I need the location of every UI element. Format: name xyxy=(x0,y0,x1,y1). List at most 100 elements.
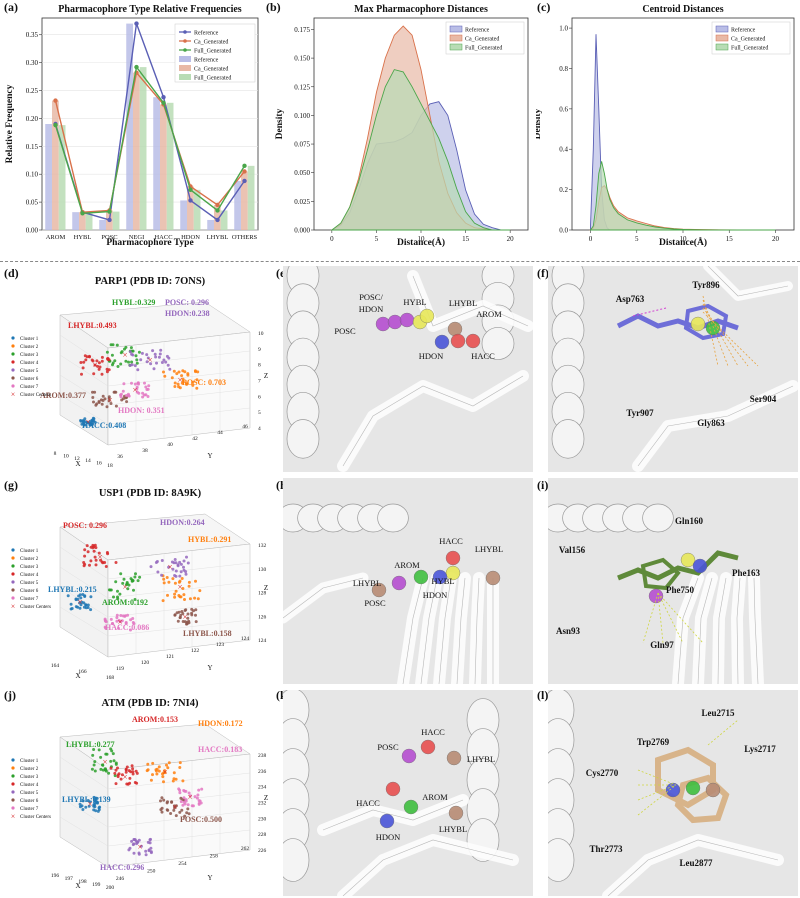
x-tick-label: 5 xyxy=(375,235,379,243)
x-tick-label: 10 xyxy=(63,453,69,459)
residue-label: Tyr907 xyxy=(626,408,654,418)
data-point xyxy=(123,347,126,351)
residue-label: Val156 xyxy=(559,545,586,555)
cluster-center: × xyxy=(107,395,112,405)
data-point xyxy=(171,779,175,783)
y-tick-label: 40 xyxy=(167,442,173,448)
data-point xyxy=(157,765,161,769)
pharmacophore-sphere xyxy=(447,321,463,337)
data-point xyxy=(186,616,190,620)
data-point xyxy=(93,805,97,809)
data-point xyxy=(152,367,156,371)
z-tick-label: 124 xyxy=(258,638,267,644)
pharmacophore-sphere xyxy=(385,781,401,797)
data-point xyxy=(99,767,103,771)
residue-label: Phe163 xyxy=(732,568,760,578)
pharmacophore-sphere xyxy=(403,799,419,815)
data-point xyxy=(109,617,113,621)
data-point xyxy=(180,808,184,812)
cluster-annotation: POSC: 0.296 xyxy=(165,298,209,307)
data-point xyxy=(109,747,113,751)
data-point xyxy=(79,419,83,423)
cluster-annotation: POSC:0.500 xyxy=(180,815,222,824)
interaction xyxy=(702,311,759,367)
ribbon-edge xyxy=(420,577,438,684)
data-point xyxy=(114,404,118,408)
data-point xyxy=(159,808,163,812)
data-point xyxy=(173,592,177,596)
ribbon-edge xyxy=(283,577,364,619)
pharmacophore-sphere xyxy=(692,558,708,574)
data-point xyxy=(160,810,164,814)
data-point xyxy=(104,769,108,773)
data-point xyxy=(94,403,98,407)
cluster-annotation: LHYBL:0.493 xyxy=(68,321,117,330)
data-point xyxy=(178,788,182,792)
scatter3d-parp1: PARP1 (PDB ID: 7ONS) 8 10 12 14 16 18 36 38 40 42 4… xyxy=(11,276,268,469)
chart-title: Max Pharmacophore Distances xyxy=(354,4,488,15)
pharmacophore-label: POSC xyxy=(377,742,399,752)
structure-render-i: Gln160 Val156 Phe163 Phe750 Asn93 Gln97 xyxy=(548,478,798,684)
data-point xyxy=(116,589,119,593)
axes-box xyxy=(59,513,251,658)
data-point xyxy=(127,360,130,364)
legend-marker: × xyxy=(11,812,16,821)
legend-label: Cluster 4 xyxy=(20,573,39,578)
data-point xyxy=(116,365,120,368)
data-point xyxy=(99,755,103,759)
legend-marker xyxy=(11,588,15,592)
z-tick-label: 128 xyxy=(258,591,267,597)
data-point xyxy=(174,589,178,593)
data-point xyxy=(131,617,135,620)
data-point xyxy=(83,548,87,552)
data-point xyxy=(175,372,179,376)
x-axis-label: Distance(Å) xyxy=(659,236,707,248)
data-point xyxy=(124,359,128,363)
y-axis-label: Y xyxy=(207,874,212,882)
interaction xyxy=(657,592,684,644)
gridline xyxy=(59,816,109,847)
data-point xyxy=(66,594,70,598)
bar xyxy=(112,211,120,230)
gridline xyxy=(59,776,109,809)
data-point xyxy=(173,613,177,617)
data-point xyxy=(100,402,104,406)
pharmacophore-label: AROM xyxy=(394,560,420,570)
cluster-annotation: AROM:0.153 xyxy=(132,715,178,724)
legend-marker xyxy=(11,336,15,340)
legend-marker xyxy=(183,39,187,43)
x-tick-label: 15 xyxy=(462,235,470,243)
pharmacophore-label: AROM xyxy=(476,309,502,319)
x-tick-label: 196 xyxy=(51,873,60,879)
y-tick-label: 46 xyxy=(242,424,248,430)
cluster-center: × xyxy=(87,799,92,809)
legend-label: Cluster 3 xyxy=(20,353,39,358)
data-point xyxy=(109,343,113,347)
data-point xyxy=(164,360,168,364)
legend-label: Cluster 6 xyxy=(20,377,39,382)
data-point xyxy=(85,420,89,424)
bar xyxy=(213,204,221,230)
cluster-center: × xyxy=(177,582,182,592)
y-tick-label: 0.20 xyxy=(26,115,39,123)
residue-label: Leu2715 xyxy=(701,708,735,718)
data-point xyxy=(182,796,186,800)
data-point xyxy=(187,584,191,588)
data-point xyxy=(92,795,96,799)
pharmacophore-sphere xyxy=(465,333,481,349)
y-tick-label: 0.2 xyxy=(559,186,568,194)
structure-render-h: HACC LHYBL AROM HYBL LHYBL HDON POSC xyxy=(283,478,533,684)
data-point xyxy=(97,367,101,371)
data-point xyxy=(91,359,95,363)
data-point xyxy=(131,843,135,847)
ribbon-edge xyxy=(412,275,529,327)
x-tick-label: 20 xyxy=(772,235,780,243)
data-point xyxy=(87,804,91,808)
y-tick-label: 254 xyxy=(178,861,187,867)
legend-label: Cluster 7 xyxy=(20,597,39,602)
data-point xyxy=(162,358,166,362)
interaction xyxy=(657,592,704,644)
data-point xyxy=(186,807,190,811)
cluster-annotation: HDON:0.238 xyxy=(165,309,210,318)
data-point xyxy=(166,593,169,597)
